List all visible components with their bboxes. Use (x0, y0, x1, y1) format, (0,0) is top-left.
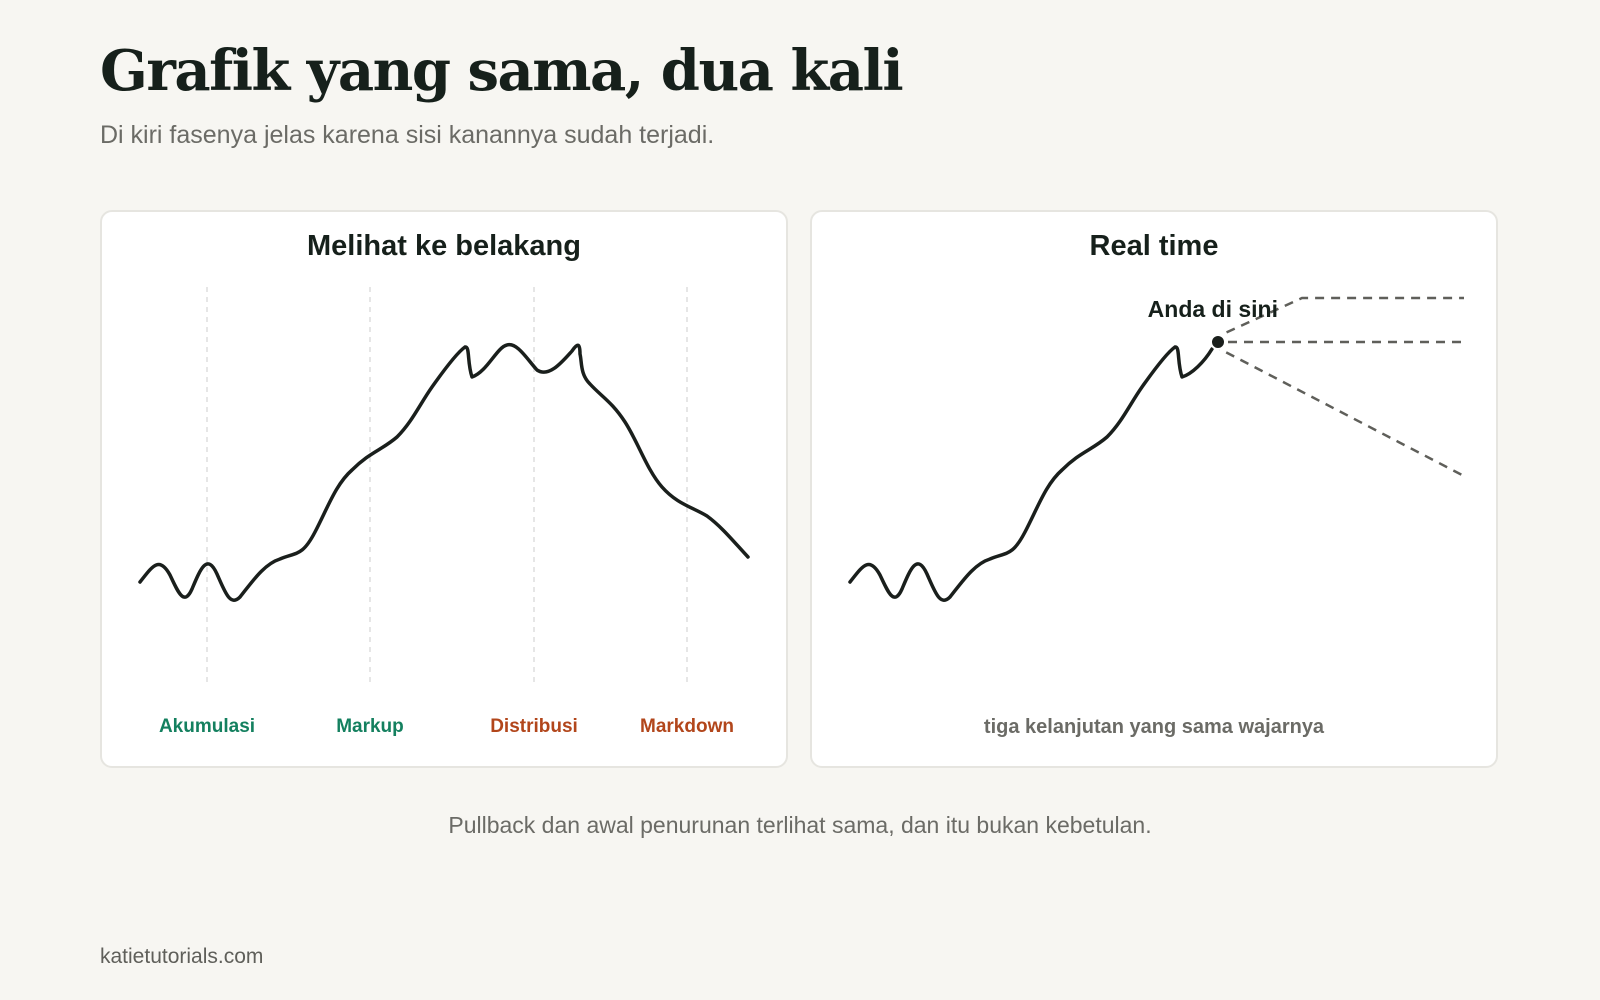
realtime-diagram (848, 296, 1465, 602)
footer-source: katietutorials.com (100, 945, 264, 968)
page-title: Grafik yang sama, dua kali (100, 38, 904, 104)
phase-label-akumulasi: Akumulasi (158, 716, 256, 737)
hindsight-panel: Melihat ke belakang Akumulasi Markup Dis… (100, 210, 788, 768)
continuation-up (1211, 296, 1464, 341)
hindsight-panel-title: Melihat ke belakang (307, 230, 581, 262)
page-subtitle: Di kiri fasenya jelas karena sisi kanann… (100, 121, 715, 149)
realtime-panel: Real time Anda di sini tiga kelanjutan y… (810, 210, 1498, 768)
price-path-so-far (848, 345, 1214, 602)
continuation-down (1211, 343, 1465, 478)
caption: Pullback dan awal penurunan terlihat sam… (448, 812, 1152, 838)
price-path (138, 343, 750, 602)
realtime-panel-title: Real time (1089, 230, 1219, 262)
phase-label-markdown: Markdown (640, 716, 734, 737)
continuations-label: tiga kelanjutan yang sama wajarnya (983, 716, 1325, 738)
phase-label-distribusi: Distribusi (490, 716, 578, 737)
hindsight-diagram (138, 287, 750, 687)
current-position-marker (1210, 334, 1226, 350)
you-are-here-label: Anda di sini (1147, 296, 1278, 322)
phase-label-markup: Markup (336, 716, 404, 737)
